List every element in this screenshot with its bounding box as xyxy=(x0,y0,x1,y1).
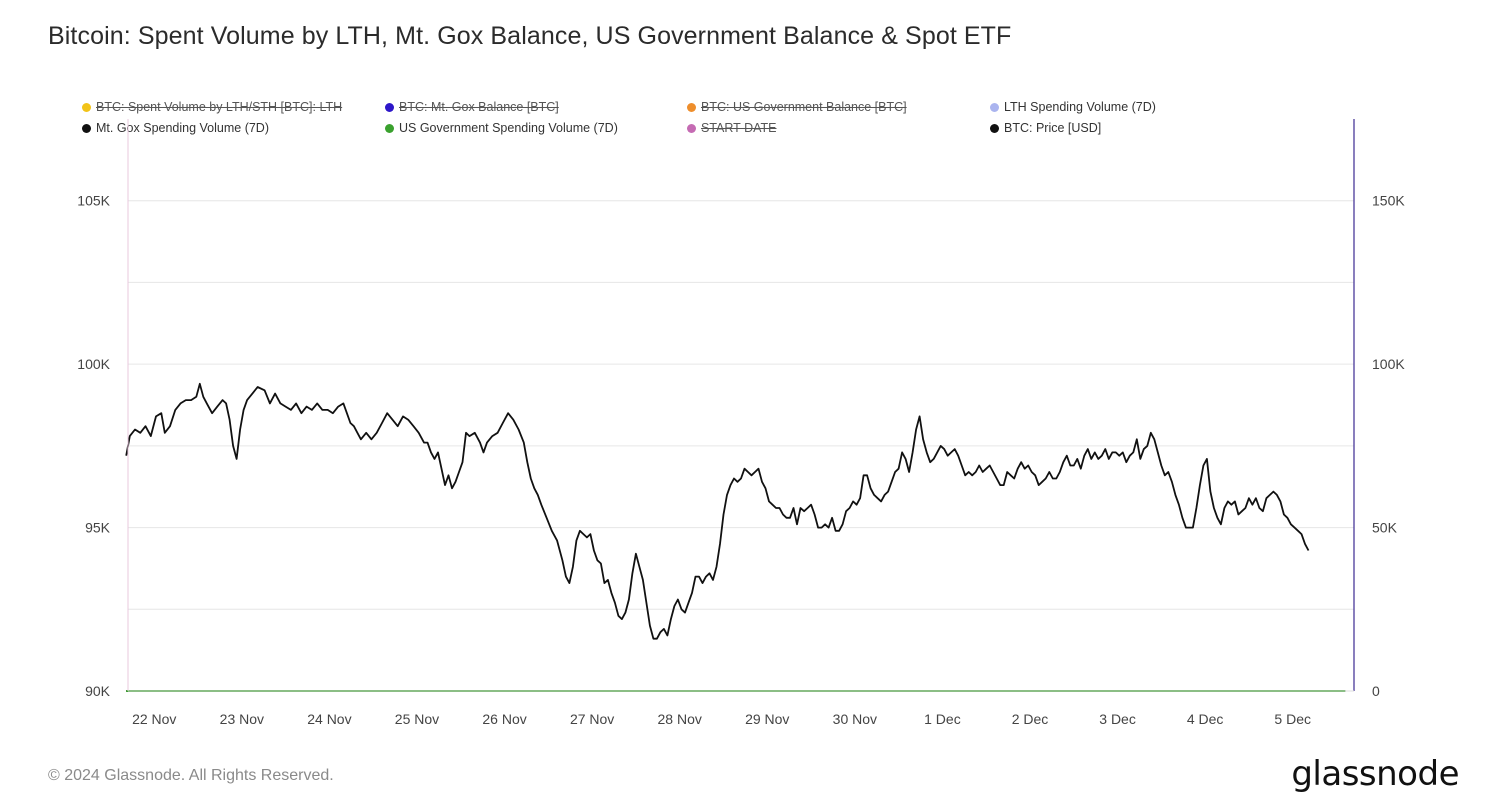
copyright-footer: © 2024 Glassnode. All Rights Reserved. xyxy=(48,767,334,784)
x-tick-label: 24 Nov xyxy=(307,711,351,727)
legend-label: BTC: Mt. Gox Balance [BTC] xyxy=(399,100,559,114)
y-left-tick-label: 95K xyxy=(85,520,111,536)
x-tick-label: 25 Nov xyxy=(395,711,439,727)
legend-item-lth-spending-volume-7d[interactable]: LTH Spending Volume (7D) xyxy=(990,100,1156,114)
glassnode-logo[interactable]: glassnode xyxy=(1291,754,1459,794)
legend-label: LTH Spending Volume (7D) xyxy=(1004,100,1156,114)
x-tick-label: 23 Nov xyxy=(220,711,264,727)
chart-frame xyxy=(127,119,1355,692)
x-tick-label: 30 Nov xyxy=(833,711,877,727)
y-right-tick-label: 50K xyxy=(1372,520,1398,536)
legend-dot xyxy=(687,123,696,133)
legend-item-start-date[interactable]: START DATE xyxy=(687,121,776,135)
x-tick-label: 2 Dec xyxy=(1012,711,1049,727)
legend-item-btc-price[interactable]: BTC: Price [USD] xyxy=(990,121,1101,135)
legend-dot xyxy=(82,102,91,112)
x-tick-label: 29 Nov xyxy=(745,711,789,727)
y-axis-left: 90K 95K 100K 105K xyxy=(77,193,110,699)
y-right-tick-label: 0 xyxy=(1372,683,1380,699)
btc-price-usd-line xyxy=(125,382,1310,640)
legend-label: BTC: Price [USD] xyxy=(1004,121,1102,135)
x-tick-label: 4 Dec xyxy=(1187,711,1224,727)
x-tick-label: 28 Nov xyxy=(658,711,702,727)
legend-label: START DATE xyxy=(701,121,777,135)
legend-label: BTC: US Government Balance [BTC] xyxy=(701,100,907,114)
legend-item-mt-gox-balance[interactable]: BTC: Mt. Gox Balance [BTC] xyxy=(385,100,559,114)
y-left-tick-label: 90K xyxy=(85,683,111,699)
series-lines xyxy=(125,382,1346,692)
legend-dot xyxy=(990,102,999,112)
legend-dot xyxy=(687,102,696,112)
x-tick-label: 22 Nov xyxy=(132,711,176,727)
legend-label: BTC: Spent Volume by LTH/STH [BTC]: LTH xyxy=(96,100,343,114)
x-tick-label: 26 Nov xyxy=(482,711,526,727)
x-tick-label: 1 Dec xyxy=(924,711,961,727)
legend-item-lth-spent-volume[interactable]: BTC: Spent Volume by LTH/STH [BTC]: LTH xyxy=(82,100,342,114)
legend-item-us-government-balance[interactable]: BTC: US Government Balance [BTC] xyxy=(687,100,907,114)
y-axis-right: 0 50K 100K 150K xyxy=(1372,193,1405,699)
x-tick-label: 3 Dec xyxy=(1099,711,1136,727)
chart-legend: BTC: Spent Volume by LTH/STH [BTC]: LTH … xyxy=(82,98,1362,142)
x-axis: 22 Nov 23 Nov 24 Nov 25 Nov 26 Nov 27 Nov 28 N… xyxy=(132,711,1311,727)
legend-label: US Government Spending Volume (7D) xyxy=(399,121,618,135)
grid-lines xyxy=(128,200,1354,610)
y-right-tick-label: 150K xyxy=(1372,193,1405,209)
legend-dot xyxy=(82,123,91,133)
legend-dot xyxy=(385,102,394,112)
legend-item-us-government-spending-volume-7d[interactable]: US Government Spending Volume (7D) xyxy=(385,121,618,135)
legend-label: Mt. Gox Spending Volume (7D) xyxy=(96,121,269,135)
legend-item-mt-gox-spending-volume-7d[interactable]: Mt. Gox Spending Volume (7D) xyxy=(82,121,269,135)
y-left-tick-label: 105K xyxy=(77,193,110,209)
legend-dot xyxy=(990,123,999,133)
chart-title: Bitcoin: Spent Volume by LTH, Mt. Gox Ba… xyxy=(48,22,1012,50)
x-tick-label: 5 Dec xyxy=(1274,711,1311,727)
y-left-tick-label: 100K xyxy=(77,356,110,372)
y-right-tick-label: 100K xyxy=(1372,356,1405,372)
x-tick-label: 27 Nov xyxy=(570,711,614,727)
legend-dot xyxy=(385,123,394,133)
